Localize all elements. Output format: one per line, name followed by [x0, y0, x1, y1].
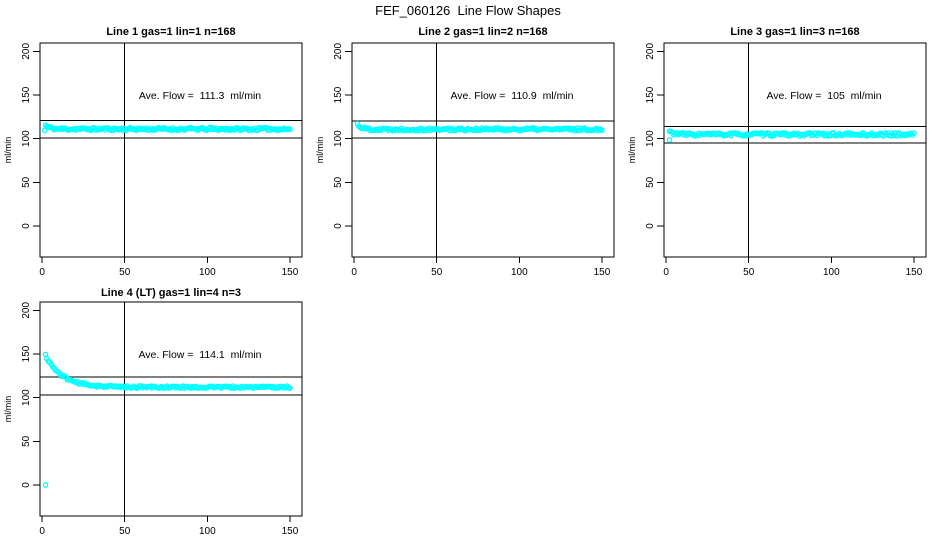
y-axis-label: ml/min: [3, 396, 13, 423]
x-tick-label: 100: [199, 526, 216, 537]
y-axis-label: ml/min: [3, 137, 13, 164]
y-tick-label: 100: [21, 130, 32, 147]
data-point: [911, 130, 917, 136]
x-tick-label: 150: [282, 526, 299, 537]
x-tick-label: 50: [119, 267, 131, 278]
plot-box: [351, 42, 615, 258]
subplot-title-line4: Line 4 (LT) gas=1 lin=4 n=3: [100, 287, 242, 299]
x-tick-label: 0: [351, 267, 357, 278]
data-points: [666, 128, 917, 143]
y-tick-label: 150: [21, 86, 32, 103]
y-tick-label: 100: [21, 389, 32, 406]
outlier-point: [41, 127, 48, 134]
y-tick-label: 200: [645, 43, 656, 60]
data-point: [287, 385, 293, 391]
y-tick-label: 0: [21, 223, 32, 229]
data-point: [599, 127, 605, 133]
ave-flow-annotation-line2: Ave. Flow = 110.9 ml/min: [450, 90, 574, 102]
subplot-line-2-gas-1-lin-2-n-168: 0 50 100 150 0 50 100 150 200 ml/min: [315, 42, 615, 278]
y-tick-label: 50: [21, 176, 32, 188]
subplot-title-line2: Line 2 gas=1 lin=2 n=168: [418, 26, 548, 38]
y-tick-label: 0: [333, 223, 344, 229]
y-tick-label: 200: [333, 43, 344, 60]
x-tick-label: 150: [282, 267, 299, 278]
subplot-title-line3: Line 3 gas=1 lin=3 n=168: [730, 26, 860, 38]
y-tick-label: 150: [21, 345, 32, 362]
y-tick-label: 0: [645, 223, 656, 229]
x-tick-label: 0: [39, 267, 45, 278]
y-tick-label: 50: [333, 176, 344, 188]
y-axis-label: ml/min: [627, 137, 637, 164]
y-tick-label: 200: [21, 302, 32, 319]
page-title: FEF_060126 Line Flow Shapes: [375, 3, 561, 18]
y-tick-label: 50: [21, 435, 32, 447]
y-tick-label: 100: [645, 130, 656, 147]
x-tick-label: 150: [594, 267, 611, 278]
data-points: [41, 122, 293, 134]
y-tick-label: 100: [333, 130, 344, 147]
x-tick-label: 0: [663, 267, 669, 278]
x-tick-label: 150: [906, 267, 923, 278]
subplot-line-4-lt-gas-1-lin-4-n-3: 0 50 100 150 0 50 100 150 200 ml/min: [3, 301, 303, 537]
plot-box: [663, 42, 927, 258]
x-tick-label: 0: [39, 526, 45, 537]
ave-flow-annotation-line4: Ave. Flow = 114.1 ml/min: [138, 349, 262, 361]
data-points: [42, 351, 293, 488]
y-tick-label: 50: [645, 176, 656, 188]
x-tick-label: 100: [823, 267, 840, 278]
subplot-line-3-gas-1-lin-3-n-168: 0 50 100 150 0 50 100 150 200 ml/min: [627, 42, 927, 278]
ave-flow-annotation-line3: Ave. Flow = 105 ml/min: [766, 90, 882, 102]
plot-box: [39, 42, 303, 258]
data-point: [287, 126, 293, 133]
y-tick-label: 150: [645, 86, 656, 103]
ave-flow-annotation-line1: Ave. Flow = 111.3 ml/min: [138, 90, 262, 102]
x-tick-label: 50: [743, 267, 755, 278]
outlier-point: [42, 482, 49, 488]
y-axis-label: ml/min: [315, 137, 325, 164]
y-tick-label: 150: [333, 86, 344, 103]
y-tick-label: 200: [21, 43, 32, 60]
plot-box: [39, 301, 303, 517]
x-tick-label: 100: [199, 267, 216, 278]
y-tick-label: 0: [21, 482, 32, 488]
subplot-line-1-gas-1-lin-1-n-168: 0 50 100 150 0 50 100 150 200 ml/min: [3, 42, 303, 278]
x-tick-label: 50: [431, 267, 443, 278]
subplot-title-line1: Line 1 gas=1 lin=1 n=168: [106, 26, 236, 38]
x-tick-label: 50: [119, 526, 131, 537]
x-tick-label: 100: [511, 267, 528, 278]
outlier-point: [666, 137, 673, 143]
data-points: [354, 120, 605, 134]
